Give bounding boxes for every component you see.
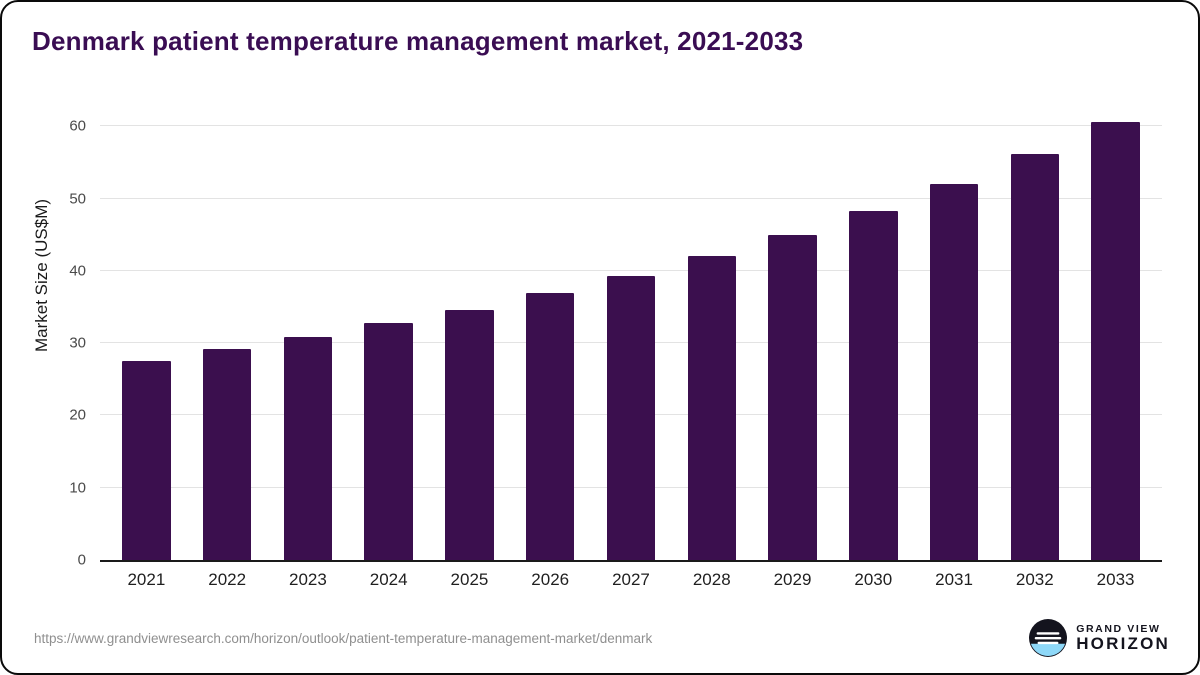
gridline-40 bbox=[100, 269, 1162, 271]
x-tick-label-2027: 2027 bbox=[612, 570, 650, 589]
y-tick-label-30: 30 bbox=[69, 334, 86, 352]
bar-col-2027 bbox=[591, 112, 672, 560]
bar-2032 bbox=[1010, 153, 1060, 560]
bar-2031 bbox=[929, 184, 979, 560]
x-tick-label-2023: 2023 bbox=[289, 570, 327, 589]
x-tick-label-2022: 2022 bbox=[208, 570, 247, 589]
bar-col-2024 bbox=[348, 112, 429, 560]
footer: https://www.grandviewresearch.com/horizo… bbox=[34, 619, 1170, 657]
bar-col-2029 bbox=[752, 112, 833, 560]
bar-2030 bbox=[849, 211, 898, 560]
plot-area: 0 10 20 30 40 50 60 bbox=[69, 112, 1162, 569]
x-tick-label-2029: 2029 bbox=[773, 570, 812, 589]
bar-col-2023 bbox=[268, 112, 349, 560]
source-url: https://www.grandviewresearch.com/horizo… bbox=[34, 630, 653, 646]
horizon-sun-icon bbox=[1029, 619, 1068, 657]
x-tick-label-2032: 2032 bbox=[1015, 570, 1054, 589]
brand-name-top: GRAND VIEW bbox=[1076, 622, 1161, 635]
bar-col-2026 bbox=[510, 112, 591, 560]
bar-2024 bbox=[364, 323, 413, 560]
y-tick-label-10: 10 bbox=[69, 479, 86, 497]
x-tick-label-2021: 2021 bbox=[127, 570, 166, 589]
bar-col-2021 bbox=[106, 112, 187, 560]
x-tick-label-2030: 2030 bbox=[854, 570, 893, 589]
bars-container bbox=[100, 112, 1162, 560]
bar-2023 bbox=[283, 336, 333, 560]
chart-title: Denmark patient temperature management m… bbox=[32, 26, 804, 56]
bar-col-2031 bbox=[914, 112, 995, 560]
gridline-60 bbox=[100, 125, 1162, 127]
brand-logo: GRAND VIEW HORIZON bbox=[1029, 619, 1170, 657]
x-tick-label-2025: 2025 bbox=[450, 570, 489, 589]
bar-2026 bbox=[525, 293, 575, 560]
y-tick-label-50: 50 bbox=[69, 190, 86, 208]
bar-2033 bbox=[1091, 122, 1140, 560]
bar-col-2028 bbox=[671, 112, 752, 560]
bar-col-2032 bbox=[994, 112, 1075, 560]
x-tick-label-2026: 2026 bbox=[531, 570, 570, 589]
bar-2028 bbox=[687, 255, 736, 560]
x-tick-label-2033: 2033 bbox=[1096, 570, 1135, 589]
y-tick-label-20: 20 bbox=[69, 406, 86, 424]
bar-2021 bbox=[122, 360, 171, 560]
y-axis-label: Market Size (US$M) bbox=[32, 198, 51, 352]
gridline-50 bbox=[100, 197, 1162, 199]
bar-2029 bbox=[768, 234, 817, 560]
bar-2025 bbox=[445, 310, 494, 560]
bar-col-2025 bbox=[429, 112, 510, 560]
x-axis-labels: 2021 2022 2023 2024 2025 2026 2027 2028 2029 2030… bbox=[100, 570, 1162, 590]
bar-col-2030 bbox=[833, 112, 914, 560]
bar-2027 bbox=[606, 276, 656, 560]
bar-col-2033 bbox=[1075, 112, 1156, 560]
y-tick-label-40: 40 bbox=[69, 262, 86, 280]
y-tick-label-0: 0 bbox=[77, 551, 86, 569]
bar-col-2022 bbox=[187, 112, 268, 560]
bar-2022 bbox=[202, 349, 252, 560]
brand-text: GRAND VIEW HORIZON bbox=[1076, 622, 1170, 653]
x-tick-label-2028: 2028 bbox=[692, 570, 731, 589]
y-tick-label-60: 60 bbox=[69, 117, 86, 135]
x-tick-label-2024: 2024 bbox=[369, 570, 408, 589]
brand-name-bottom: HORIZON bbox=[1076, 633, 1170, 653]
x-tick-label-2031: 2031 bbox=[935, 570, 973, 589]
